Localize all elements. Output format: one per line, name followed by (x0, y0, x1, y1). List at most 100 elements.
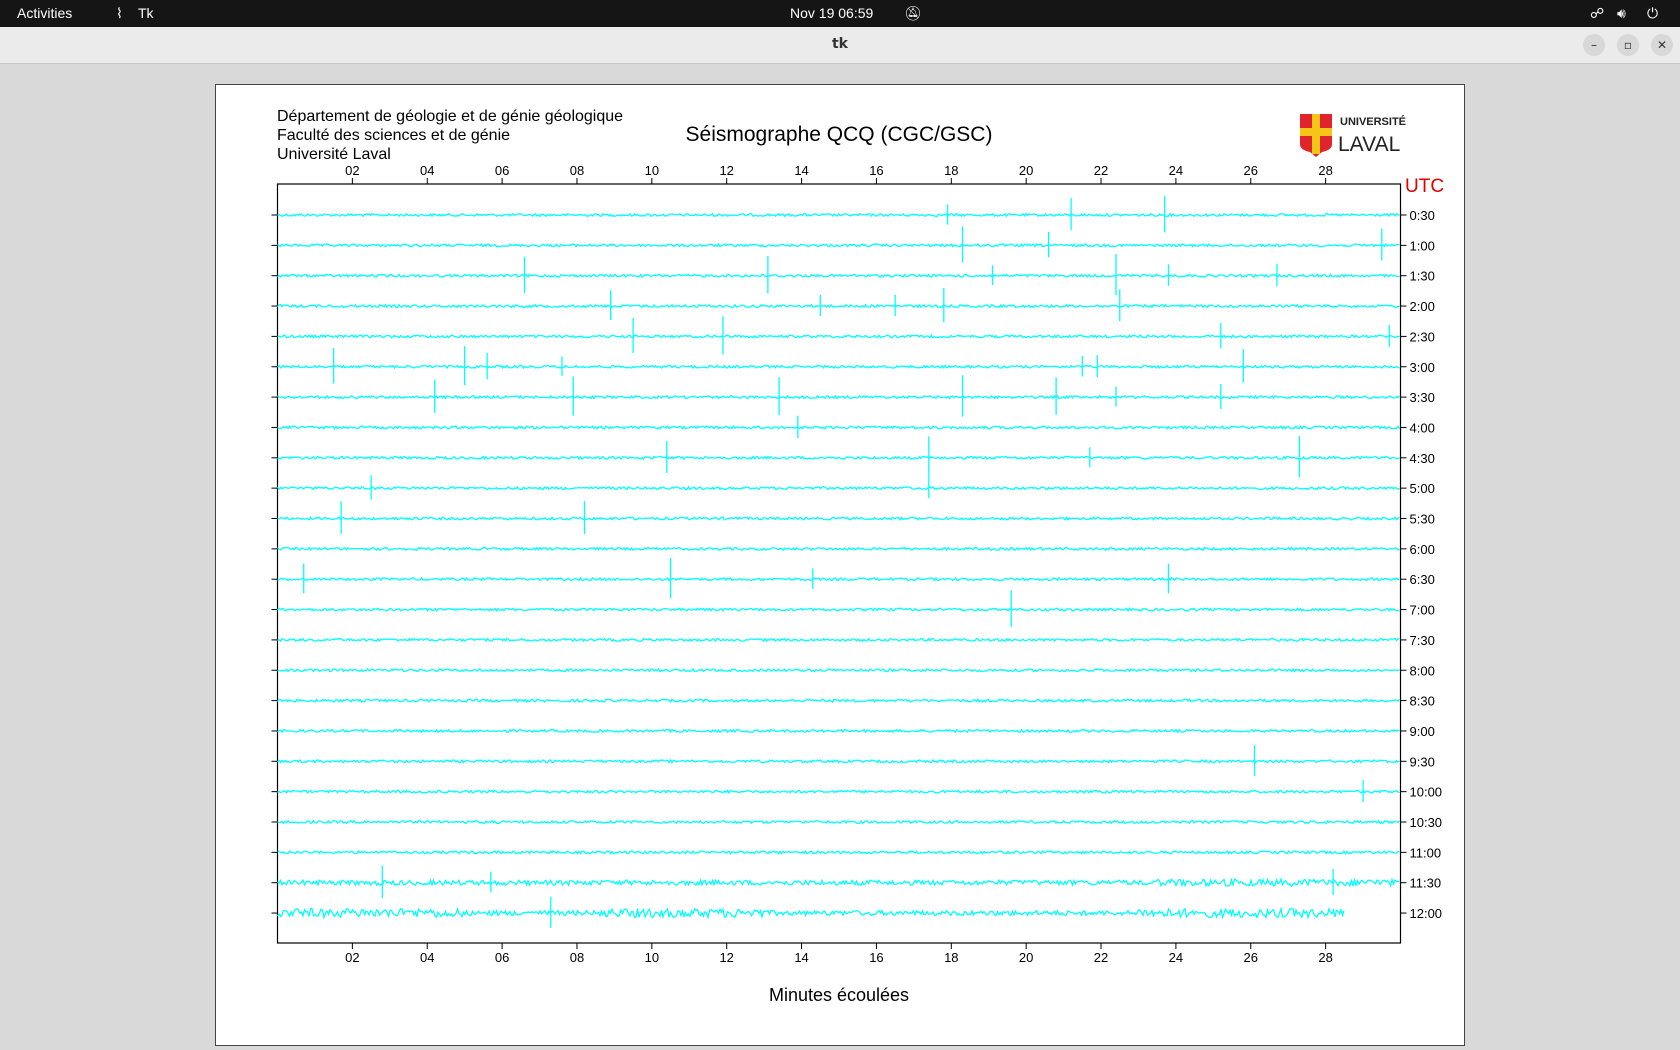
row-time-label: 6:30 (1410, 572, 1435, 587)
row-time-label: 0:30 (1410, 208, 1435, 223)
x-tick-label-bottom: 26 (1244, 950, 1258, 965)
x-tick-label-bottom: 06 (495, 950, 509, 965)
seismic-trace (276, 906, 1345, 920)
volume-icon[interactable]: 🔊︎ (1617, 5, 1626, 21)
x-tick-label-top: 24 (1169, 163, 1183, 178)
activities-button[interactable]: Activities (17, 5, 73, 21)
x-tick-label-top: 12 (719, 163, 733, 178)
row-time-label: 10:30 (1410, 815, 1443, 830)
x-axis-label: Minutes écoulées (769, 985, 909, 1005)
row-time-label: 11:00 (1410, 845, 1442, 860)
seismic-trace (277, 394, 1400, 400)
seismic-trace (277, 333, 1400, 339)
row-time-label: 1:00 (1410, 238, 1435, 253)
seismic-trace (277, 667, 1400, 673)
seismic-trace (277, 516, 1400, 521)
faculty-label: Faculté des sciences et de génie (277, 127, 510, 144)
row-time-label: 3:00 (1410, 360, 1435, 375)
x-tick-label-bottom: 16 (869, 950, 883, 965)
row-time-label: 3:30 (1410, 390, 1435, 405)
x-tick-label-top: 06 (495, 163, 509, 178)
notifications-off-icon: 🔕︎ (904, 5, 922, 21)
maximize-button[interactable]: ▫ (1617, 34, 1639, 56)
x-tick-label-bottom: 12 (719, 950, 733, 965)
seismic-trace (277, 424, 1401, 430)
network-icon[interactable]: ☍ (1590, 5, 1605, 21)
app-icon: ⌇ (116, 5, 123, 21)
row-time-label: 2:30 (1410, 329, 1435, 344)
x-tick-label-top: 04 (420, 163, 434, 178)
universite-laval-logo: UNIVERSITÉ LAVAL (1300, 114, 1406, 157)
chart-title: Séismographe QCQ (CGC/GSC) (686, 123, 993, 146)
top-bar: Activities ⌇ Tk Nov 19 06:59 🔕︎ ☍ 🔊︎ ⏻ (0, 0, 1680, 27)
x-tick-label-bottom: 10 (645, 950, 659, 965)
x-tick-label-top: 28 (1318, 163, 1332, 178)
seismic-trace (277, 877, 1400, 889)
seismic-trace (277, 576, 1400, 582)
seismic-trace (277, 242, 1400, 248)
row-time-label: 2:00 (1410, 299, 1435, 314)
x-tick-label-bottom: 22 (1094, 950, 1108, 965)
university-label: Université Laval (277, 146, 391, 163)
seismic-trace (276, 698, 1400, 703)
seismic-trace (277, 819, 1400, 825)
x-tick-label-bottom: 02 (345, 950, 359, 965)
x-tick-label-top: 14 (794, 163, 808, 178)
x-tick-label-top: 16 (869, 163, 883, 178)
x-tick-label-bottom: 24 (1169, 950, 1183, 965)
x-tick-label-bottom: 18 (944, 950, 958, 965)
seismic-trace (277, 273, 1400, 279)
row-time-label: 4:30 (1410, 451, 1435, 466)
row-time-label: 5:00 (1410, 481, 1435, 496)
row-time-label: 7:30 (1410, 633, 1435, 648)
seismic-trace (277, 455, 1400, 461)
x-tick-label-bottom: 14 (794, 950, 808, 965)
row-time-label: 5:30 (1410, 512, 1435, 527)
seismic-trace (277, 849, 1400, 855)
seismic-trace (277, 758, 1400, 764)
window-titlebar: tk – ▫ ✕ (0, 27, 1680, 64)
svg-text:LAVAL: LAVAL (1338, 133, 1400, 156)
x-tick-label-top: 26 (1244, 163, 1258, 178)
seismic-trace (276, 607, 1400, 613)
row-time-label: 9:30 (1410, 754, 1435, 769)
x-tick-label-top: 08 (570, 163, 584, 178)
x-tick-label-top: 18 (944, 163, 958, 178)
x-tick-label-top: 10 (645, 163, 659, 178)
x-tick-label-top: 22 (1094, 163, 1108, 178)
x-tick-label-bottom: 08 (570, 950, 584, 965)
department-label: Département de géologie et de génie géol… (277, 108, 623, 125)
power-icon[interactable]: ⏻ (1647, 5, 1659, 21)
x-tick-label-bottom: 28 (1318, 950, 1332, 965)
row-time-label: 11:30 (1410, 876, 1442, 891)
row-time-label: 10:00 (1410, 785, 1443, 800)
row-time-label: 7:00 (1410, 603, 1435, 618)
x-tick-label-top: 20 (1019, 163, 1033, 178)
row-time-label: 8:30 (1410, 694, 1435, 709)
app-menu[interactable]: Tk (138, 5, 154, 21)
x-tick-label-top: 02 (345, 163, 359, 178)
seismograph-canvas (215, 84, 1465, 1046)
minimize-button[interactable]: – (1583, 34, 1605, 56)
row-time-label: 9:00 (1410, 724, 1435, 739)
seismic-trace (276, 485, 1400, 491)
seismic-trace (276, 303, 1400, 309)
x-tick-label-bottom: 04 (420, 950, 434, 965)
seismic-trace (277, 212, 1400, 218)
clock[interactable]: Nov 19 06:59 (790, 5, 874, 21)
row-time-label: 1:30 (1410, 269, 1435, 284)
row-time-label: 12:00 (1410, 906, 1443, 921)
utc-label: UTC (1405, 176, 1444, 197)
x-tick-label-bottom: 20 (1019, 950, 1033, 965)
close-button[interactable]: ✕ (1651, 34, 1673, 56)
seismic-trace (277, 637, 1400, 643)
row-time-label: 4:00 (1410, 420, 1435, 435)
seismic-trace (277, 546, 1400, 552)
svg-text:UNIVERSITÉ: UNIVERSITÉ (1340, 115, 1406, 128)
seismic-trace (277, 728, 1400, 734)
row-time-label: 6:00 (1410, 542, 1435, 557)
window-title: tk (831, 36, 848, 52)
seismic-trace (277, 789, 1400, 795)
seismic-trace (277, 364, 1400, 370)
